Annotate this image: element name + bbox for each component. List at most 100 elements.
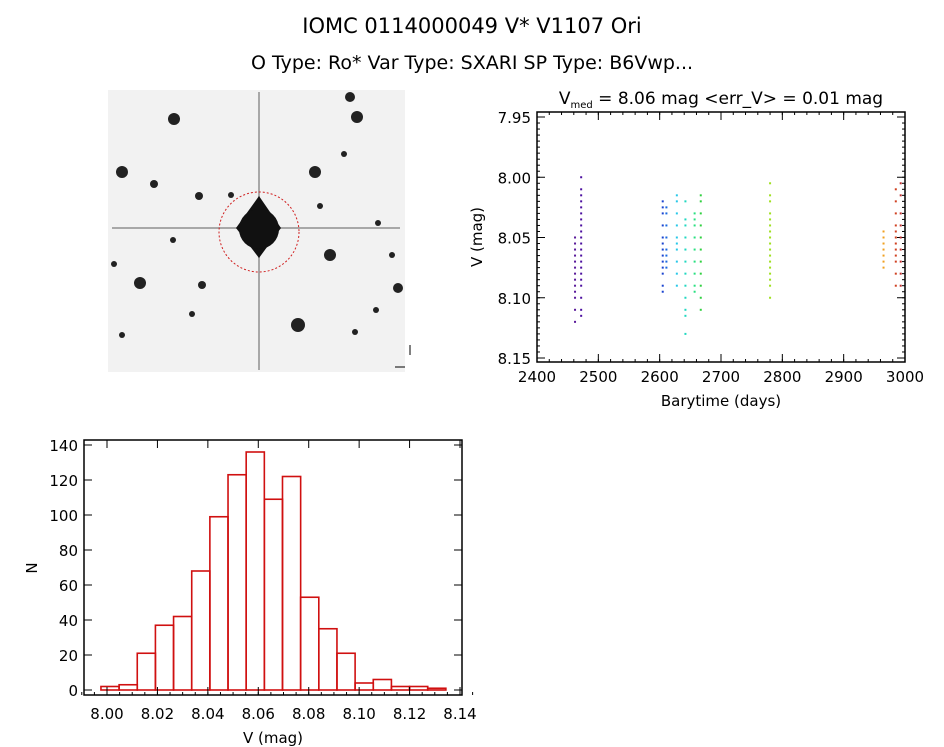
x-tick-label: 2700 bbox=[702, 368, 740, 386]
histogram-bar bbox=[354, 682, 375, 691]
data-point bbox=[899, 212, 902, 215]
histogram-bar bbox=[227, 473, 247, 691]
data-point bbox=[769, 218, 772, 221]
histogram-frame bbox=[83, 439, 463, 696]
data-point bbox=[693, 236, 696, 239]
data-point bbox=[894, 242, 897, 245]
data-point bbox=[899, 272, 902, 275]
star bbox=[375, 220, 381, 226]
histogram-bar bbox=[408, 685, 429, 691]
data-point bbox=[693, 212, 696, 215]
data-point bbox=[580, 254, 583, 257]
histogram-bar bbox=[154, 624, 175, 691]
histogram-bar bbox=[372, 678, 393, 691]
histogram-bar bbox=[209, 515, 229, 691]
data-point bbox=[769, 260, 772, 263]
histogram-bar bbox=[245, 451, 266, 691]
figure-title: IOMC 0114000049 V* V1107 Ori bbox=[302, 14, 642, 38]
data-point bbox=[899, 260, 902, 263]
data-point bbox=[580, 314, 583, 317]
data-point bbox=[882, 242, 885, 245]
data-point bbox=[882, 254, 885, 257]
x-tick-label: 8.00 bbox=[90, 705, 123, 723]
data-point bbox=[693, 284, 696, 287]
star bbox=[324, 249, 336, 261]
data-point bbox=[894, 260, 897, 263]
histogram-bar bbox=[299, 596, 320, 691]
star bbox=[309, 166, 321, 178]
data-point bbox=[580, 308, 583, 311]
star bbox=[195, 192, 203, 200]
x-tick-label: 8.10 bbox=[342, 705, 375, 723]
star bbox=[393, 283, 403, 293]
data-point bbox=[684, 224, 687, 227]
data-point bbox=[699, 260, 702, 263]
data-point bbox=[574, 284, 577, 287]
data-point bbox=[661, 284, 664, 287]
x-tick-label: 8.08 bbox=[292, 705, 325, 723]
data-point bbox=[769, 224, 772, 227]
data-point bbox=[684, 236, 687, 239]
x-tick-label: 2600 bbox=[641, 368, 679, 386]
data-point bbox=[580, 260, 583, 263]
y-axis-label: N bbox=[23, 562, 41, 573]
data-point bbox=[769, 242, 772, 245]
star bbox=[345, 92, 355, 102]
data-point bbox=[580, 206, 583, 209]
data-point bbox=[661, 260, 664, 263]
y-tick-label: 7.95 bbox=[498, 109, 531, 127]
data-point bbox=[580, 230, 583, 233]
data-point bbox=[899, 224, 902, 227]
data-point bbox=[882, 230, 885, 233]
data-point bbox=[699, 308, 702, 311]
data-point bbox=[882, 266, 885, 269]
data-point bbox=[699, 194, 702, 197]
data-point bbox=[661, 236, 664, 239]
y-tick-label: 0 bbox=[68, 682, 78, 700]
star bbox=[119, 332, 125, 338]
data-point bbox=[574, 260, 577, 263]
x-tick-label: 8.14 bbox=[443, 705, 476, 723]
star bbox=[168, 113, 180, 125]
data-point bbox=[580, 188, 583, 191]
data-point bbox=[699, 296, 702, 299]
data-point bbox=[684, 314, 687, 317]
data-point bbox=[665, 254, 668, 257]
y-tick-label: 8.15 bbox=[498, 350, 531, 368]
star bbox=[189, 311, 195, 317]
data-point bbox=[580, 200, 583, 203]
x-tick-label: 3000 bbox=[886, 368, 924, 386]
x-axis-label: Barytime (days) bbox=[661, 392, 781, 410]
data-point bbox=[574, 290, 577, 293]
data-point bbox=[894, 224, 897, 227]
histogram-bar bbox=[336, 652, 356, 691]
histogram-bar bbox=[281, 475, 302, 691]
data-point bbox=[580, 296, 583, 299]
data-point bbox=[665, 248, 668, 251]
data-point bbox=[769, 236, 772, 239]
data-point bbox=[580, 224, 583, 227]
data-point bbox=[675, 242, 678, 245]
data-point bbox=[675, 272, 678, 275]
data-point bbox=[693, 248, 696, 251]
histogram-bar bbox=[100, 685, 120, 691]
data-point bbox=[899, 248, 902, 251]
data-point bbox=[693, 218, 696, 221]
data-point bbox=[899, 236, 902, 239]
data-point bbox=[699, 236, 702, 239]
data-point bbox=[665, 206, 668, 209]
data-point bbox=[693, 272, 696, 275]
data-point bbox=[769, 182, 772, 185]
data-point bbox=[675, 236, 678, 239]
y-tick-label: 140 bbox=[49, 437, 78, 455]
data-point bbox=[580, 176, 583, 179]
data-point bbox=[699, 224, 702, 227]
data-point bbox=[580, 194, 583, 197]
data-point bbox=[661, 206, 664, 209]
data-point bbox=[882, 236, 885, 239]
star bbox=[317, 203, 323, 209]
data-point bbox=[769, 254, 772, 257]
data-point bbox=[675, 194, 678, 197]
data-point bbox=[684, 200, 687, 203]
star bbox=[150, 180, 158, 188]
